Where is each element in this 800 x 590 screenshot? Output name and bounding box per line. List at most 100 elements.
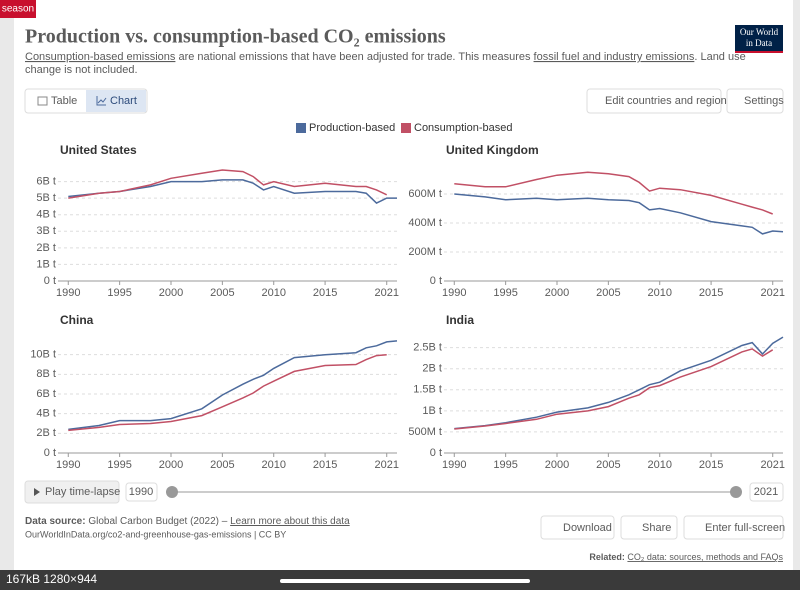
x-tick-label: 1995	[493, 287, 517, 299]
y-tick-label: 6B t	[36, 175, 56, 187]
x-tick-label: 1990	[56, 287, 80, 299]
x-tick-label: 2021	[374, 459, 398, 471]
x-tick-label: 2010	[647, 287, 671, 299]
tab[interactable]: Chart	[110, 95, 137, 107]
y-tick-label: 0 t	[44, 275, 56, 287]
y-tick-label: 8B t	[36, 368, 56, 380]
y-tick-label: 200M t	[408, 246, 442, 258]
x-tick-label: 1990	[442, 287, 466, 299]
x-tick-label: 1995	[107, 287, 131, 299]
x-tick-label: 2000	[545, 459, 569, 471]
title: Production vs. consumption-based CO₂ emi…	[25, 26, 446, 48]
series-line: Consumption-based	[68, 353, 387, 432]
button[interactable]	[620, 515, 678, 540]
charts: United States 0 t 1B t 2B t 3B t 4B t 5B t 6B t…	[30, 143, 785, 471]
subtitle-line: change is not included.	[25, 64, 138, 76]
x-tick-label: 2000	[159, 459, 183, 471]
y-tick-label: 400M t	[408, 217, 442, 229]
y-tick-label: 600M t	[408, 188, 442, 200]
x-tick-label: 2005	[596, 459, 620, 471]
slider-handle[interactable]	[730, 486, 742, 498]
y-tick-label: 6B t	[36, 388, 56, 400]
subtitle-link: Consumption-based emissions	[25, 51, 176, 63]
subtitle-text: . Land use	[694, 51, 745, 63]
series-line: Production-based	[68, 340, 398, 431]
legend-swatch	[401, 123, 411, 133]
series-line: Production-based	[454, 193, 784, 235]
button-label: Edit countries and regions	[605, 95, 733, 107]
button-label: Share	[642, 522, 671, 534]
source: Data source: Global Carbon Budget (2022)…	[25, 516, 350, 527]
series-line: Consumption-based	[454, 171, 773, 215]
button-label: Download	[563, 522, 612, 534]
play-button[interactable]	[24, 480, 120, 504]
home-indicator	[280, 579, 530, 583]
series-line: Production-based	[68, 179, 397, 205]
series-line: Consumption-based	[454, 348, 774, 430]
y-tick-label: 4B t	[36, 209, 56, 221]
button[interactable]	[683, 515, 784, 540]
series-line: Consumption-based	[68, 169, 388, 199]
subtitle-line: Consumption-based emissions are national…	[25, 51, 746, 63]
related: Related: CO₂ data: sources, methods and …	[589, 552, 783, 562]
x-tick-label: 2000	[545, 287, 569, 299]
logo[interactable]	[735, 25, 783, 53]
end-box	[749, 482, 784, 502]
slider-handle[interactable]	[166, 486, 178, 498]
url: OurWorldInData.org/co2-and-greenhouse-ga…	[25, 529, 286, 539]
tab[interactable]: Table	[51, 95, 77, 107]
button[interactable]	[586, 88, 722, 114]
legend: Production-based Consumption-based	[296, 122, 512, 134]
x-tick-label: 2015	[313, 287, 337, 299]
y-tick-label: 1B t	[36, 258, 56, 270]
y-tick-label: 1B t	[422, 405, 442, 417]
series-line: Production-based	[454, 336, 784, 430]
tag	[0, 0, 36, 18]
button[interactable]	[726, 88, 784, 114]
button-label: Settings	[744, 95, 784, 107]
chart-title: United States	[60, 143, 137, 157]
x-tick-label: 1995	[493, 459, 517, 471]
end-year: 2021	[754, 486, 778, 498]
x-tick-label: 2015	[699, 459, 723, 471]
y-tick-label: 2B t	[36, 242, 56, 254]
x-tick-label: 2005	[596, 287, 620, 299]
x-tick-label: 2021	[760, 459, 784, 471]
tab-active[interactable]	[86, 90, 146, 112]
related-link[interactable]: CO₂ data: sources, methods and FAQs	[627, 552, 783, 562]
y-tick-label: 0 t	[430, 447, 442, 459]
y-tick-label: 0 t	[430, 275, 442, 287]
x-tick-label: 2005	[210, 287, 234, 299]
chart-title: India	[446, 313, 474, 327]
y-tick-label: 4B t	[36, 408, 56, 420]
play-label: Play time-lapse	[45, 486, 120, 498]
learn-more[interactable]: Learn more about this data	[230, 516, 350, 527]
subtitle: Consumption-based emissions are national…	[25, 51, 746, 76]
button[interactable]	[540, 515, 615, 540]
y-tick-label: 2B t	[422, 363, 442, 375]
logo-text: in Data	[746, 38, 772, 48]
x-tick-label: 2005	[210, 459, 234, 471]
y-tick-label: 5B t	[36, 192, 56, 204]
source-label: Data source:	[25, 516, 86, 527]
table-icon	[37, 96, 48, 106]
logo-text: Our World	[740, 27, 779, 37]
tag-text: season	[2, 4, 34, 15]
logo-stripe	[735, 51, 783, 53]
x-tick-label: 2021	[760, 287, 784, 299]
subtitle-text: change is not included.	[25, 64, 138, 76]
related-label: Related:	[589, 552, 625, 562]
x-tick-label: 1990	[442, 459, 466, 471]
chart-title: United Kingdom	[446, 143, 539, 157]
x-tick-label: 2015	[699, 287, 723, 299]
y-tick-label: 1.5B t	[413, 384, 442, 396]
y-tick-label: 2.5B t	[413, 342, 442, 354]
x-tick-label: 1995	[107, 459, 131, 471]
chart-icon	[96, 96, 107, 106]
subtitle-text: are national emissions that have been ad…	[175, 51, 533, 63]
x-tick-label: 2015	[313, 459, 337, 471]
y-tick-label: 0 t	[44, 447, 56, 459]
start-year: 1990	[129, 486, 153, 498]
y-tick-label: 2B t	[36, 427, 56, 439]
